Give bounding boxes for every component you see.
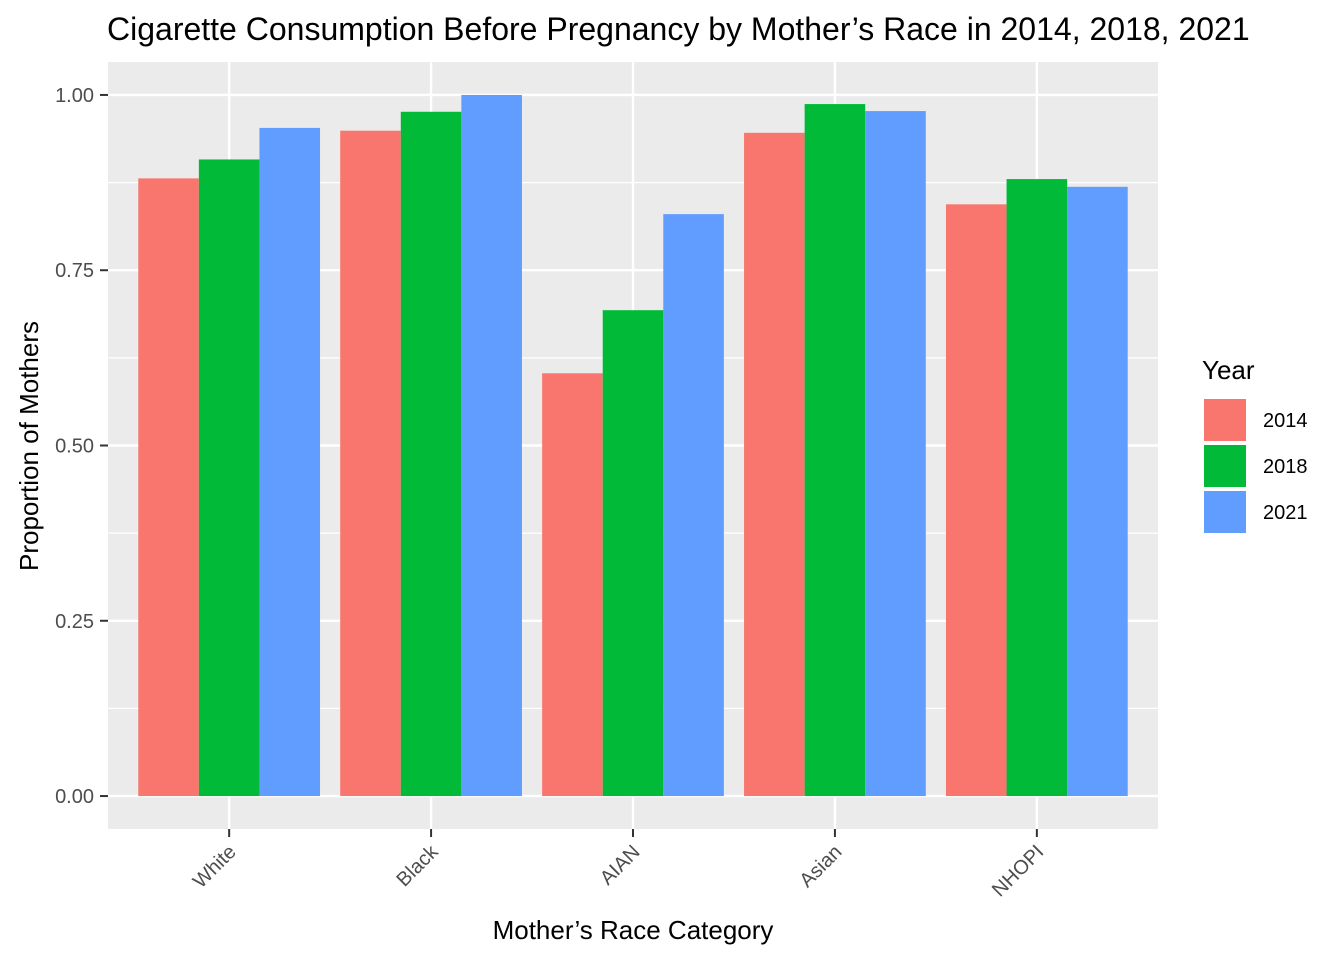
bar-asian-2021: [865, 111, 926, 797]
legend-key-2018: [1202, 443, 1248, 489]
x-axis-ticks: White Black AIAN Asian NHOPI: [189, 829, 1048, 901]
bar-aian-2021: [663, 214, 724, 797]
y-tick-label: 0.25: [55, 611, 94, 633]
bar-nhopi-2014: [945, 204, 1007, 797]
legend-label-2021: 2021: [1263, 502, 1308, 524]
legend-key-2014: [1202, 397, 1248, 443]
x-tick-label-aian: AIAN: [596, 841, 645, 890]
bar-black-2021: [461, 94, 522, 797]
x-axis-title: Mother’s Race Category: [493, 915, 774, 945]
x-tick-label-black: Black: [392, 840, 443, 891]
x-tick-label-nhopi: NHOPI: [988, 841, 1048, 901]
legend-key-2021: [1202, 489, 1248, 535]
bar-nhopi-2018: [1006, 179, 1068, 797]
chart-title: Cigarette Consumption Before Pregnancy b…: [107, 11, 1250, 47]
bar-white-2018: [198, 159, 260, 797]
bar-white-2014: [138, 178, 199, 797]
legend-label-2014: 2014: [1263, 410, 1308, 432]
bars: [138, 94, 1128, 797]
bar-black-2014: [340, 130, 401, 797]
legend-title: Year: [1202, 355, 1255, 385]
x-tick-label-white: White: [189, 841, 241, 893]
x-tick-label-asian: Asian: [796, 841, 847, 892]
bar-asian-2018: [804, 104, 866, 797]
y-tick-label: 0.75: [55, 260, 94, 282]
bar-aian-2018: [602, 310, 664, 797]
bar-asian-2014: [744, 132, 805, 797]
bar-black-2018: [400, 111, 462, 797]
y-axis-ticks: 0.00 0.25 0.50 0.75 1.00: [55, 85, 108, 808]
bar-nhopi-2021: [1067, 186, 1128, 797]
bar-white-2021: [259, 127, 321, 797]
y-tick-label: 1.00: [55, 85, 94, 107]
y-axis-title: Proportion of Mothers: [14, 321, 44, 571]
y-tick-label: 0.00: [55, 786, 94, 808]
y-tick-label: 0.50: [55, 436, 94, 458]
bar-aian-2014: [542, 373, 603, 797]
legend: Year 2014 2018 2021: [1202, 355, 1308, 535]
legend-label-2018: 2018: [1263, 456, 1308, 478]
